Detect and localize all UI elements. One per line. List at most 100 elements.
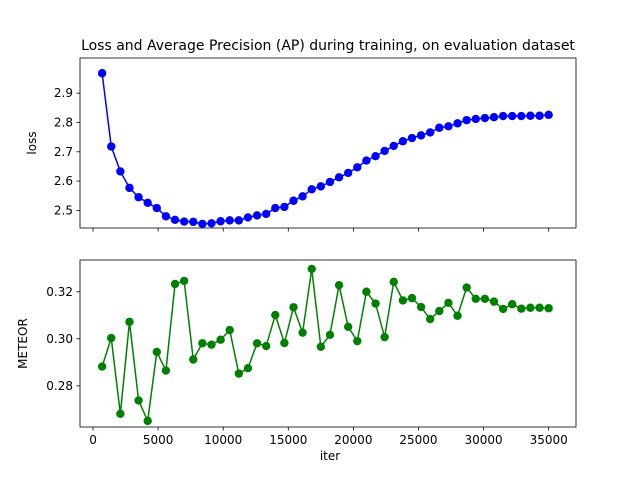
data-point xyxy=(435,306,444,316)
y-axis-label-2: METEOR xyxy=(16,318,30,369)
axes-frame-2 xyxy=(79,259,577,428)
data-point xyxy=(134,396,143,405)
data-point xyxy=(471,114,480,124)
data-point xyxy=(489,297,499,306)
subplot-2: 0 5000 10000 15000 20000 25000 30000 35000 0.28 0… xyxy=(16,259,577,447)
x-tick-label: 5000 xyxy=(143,433,174,447)
data-point xyxy=(544,110,553,120)
data-point xyxy=(225,216,234,225)
data-point xyxy=(453,119,462,128)
data-point xyxy=(444,122,453,131)
data-point xyxy=(198,219,207,229)
data-point xyxy=(325,330,335,339)
data-point xyxy=(170,279,180,289)
data-point xyxy=(134,193,143,202)
data-point xyxy=(435,123,444,132)
data-point xyxy=(343,168,353,178)
data-point xyxy=(116,409,125,419)
data-point xyxy=(116,167,125,176)
data-point xyxy=(535,111,544,120)
data-point xyxy=(380,332,389,342)
data-point xyxy=(234,216,244,225)
data-point xyxy=(189,217,198,227)
data-point xyxy=(97,362,107,371)
data-point xyxy=(307,185,316,194)
chart-title: Loss and Average Precision (AP) during t… xyxy=(81,38,575,54)
data-point xyxy=(535,303,544,312)
data-point xyxy=(216,217,225,226)
y-tick-label: 0.28 xyxy=(46,379,73,393)
data-point xyxy=(261,209,271,219)
data-point xyxy=(325,177,335,187)
data-point xyxy=(298,192,307,201)
y-tick-label: 2.8 xyxy=(54,115,73,129)
data-point xyxy=(125,317,134,327)
x-tick-label: 35000 xyxy=(530,433,568,447)
data-point xyxy=(289,303,298,312)
data-point xyxy=(526,111,535,120)
data-point xyxy=(261,341,271,351)
data-point xyxy=(498,304,508,314)
data-point xyxy=(161,212,171,221)
data-point xyxy=(416,131,426,140)
data-point xyxy=(271,310,280,320)
data-point xyxy=(243,213,253,222)
data-point xyxy=(198,339,207,348)
data-point xyxy=(371,151,380,161)
y-tick-label: 2.5 xyxy=(54,203,73,217)
data-point xyxy=(252,211,262,220)
data-point xyxy=(353,336,362,346)
data-point xyxy=(161,366,171,375)
data-point xyxy=(170,215,180,224)
data-point xyxy=(398,137,408,146)
data-point xyxy=(362,156,371,165)
data-point xyxy=(225,325,234,335)
data-point xyxy=(107,333,116,343)
y-tick-label: 0.30 xyxy=(46,332,73,346)
data-point xyxy=(289,196,298,205)
data-point xyxy=(298,328,307,337)
data-point xyxy=(544,304,553,313)
y-tick-label: 2.9 xyxy=(54,86,73,100)
data-point xyxy=(416,302,426,312)
data-point xyxy=(280,202,289,212)
data-point xyxy=(243,363,253,373)
data-point xyxy=(316,182,326,191)
data-point xyxy=(508,111,517,121)
y-tick-label: 2.7 xyxy=(54,145,73,159)
data-point xyxy=(489,113,499,122)
data-point xyxy=(389,277,398,287)
subplot-1: 2.5 2.6 2.7 2.8 2.9 loss xyxy=(25,57,577,232)
data-point xyxy=(425,314,435,324)
data-point xyxy=(526,303,535,312)
data-point xyxy=(517,304,526,313)
x-tick-label: 15000 xyxy=(269,433,307,447)
data-point xyxy=(380,146,389,156)
data-point xyxy=(462,283,471,292)
data-point xyxy=(179,217,189,226)
x-tick-label: 0 xyxy=(89,433,97,447)
data-point xyxy=(343,322,353,331)
data-point xyxy=(407,293,417,303)
axes-frame-1 xyxy=(79,57,577,229)
data-point xyxy=(280,338,289,348)
y-axis-label-1: loss xyxy=(25,131,39,154)
data-point xyxy=(480,113,490,123)
data-point xyxy=(425,128,435,137)
data-point xyxy=(143,198,152,207)
data-point xyxy=(444,298,453,308)
data-point xyxy=(97,69,107,78)
data-point xyxy=(389,141,398,151)
data-point xyxy=(207,340,216,349)
x-tick-label: 20000 xyxy=(334,433,372,447)
data-point xyxy=(508,300,517,309)
data-point xyxy=(207,219,216,228)
data-point xyxy=(271,203,280,213)
data-point xyxy=(462,115,471,125)
x-tick-label: 10000 xyxy=(204,433,242,447)
data-point xyxy=(517,111,526,121)
x-tick-label: 30000 xyxy=(464,433,502,447)
data-point xyxy=(334,280,344,290)
